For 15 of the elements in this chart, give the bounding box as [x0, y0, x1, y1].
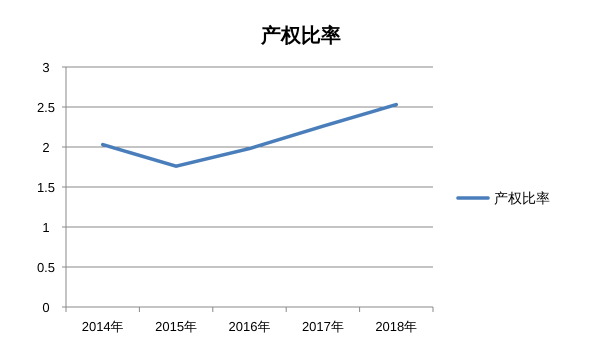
- y-tick-label: 1.5: [36, 180, 56, 195]
- x-tick-label: 2018年: [375, 319, 418, 334]
- x-tick-label: 2016年: [228, 319, 270, 334]
- y-tick-label: 1: [42, 220, 50, 235]
- y-tick-label: 0.5: [36, 260, 56, 275]
- chart-title: 产权比率: [260, 24, 341, 47]
- legend-label: 产权比率: [494, 190, 550, 206]
- y-tick-label: 3: [42, 60, 50, 75]
- y-tick-label: 2.5: [36, 100, 56, 115]
- x-tick-label: 2015年: [155, 319, 198, 334]
- y-tick-label: 2: [42, 140, 50, 155]
- line-series: [100, 102, 398, 168]
- x-tick-label: 2017年: [302, 319, 344, 334]
- y-tick-label: 0: [42, 300, 50, 315]
- x-tick-label: 2014年: [82, 319, 124, 334]
